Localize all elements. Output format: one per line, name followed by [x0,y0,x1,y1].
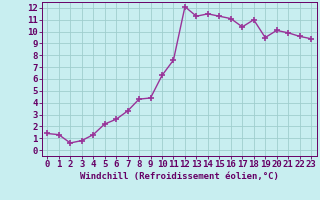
X-axis label: Windchill (Refroidissement éolien,°C): Windchill (Refroidissement éolien,°C) [80,172,279,181]
